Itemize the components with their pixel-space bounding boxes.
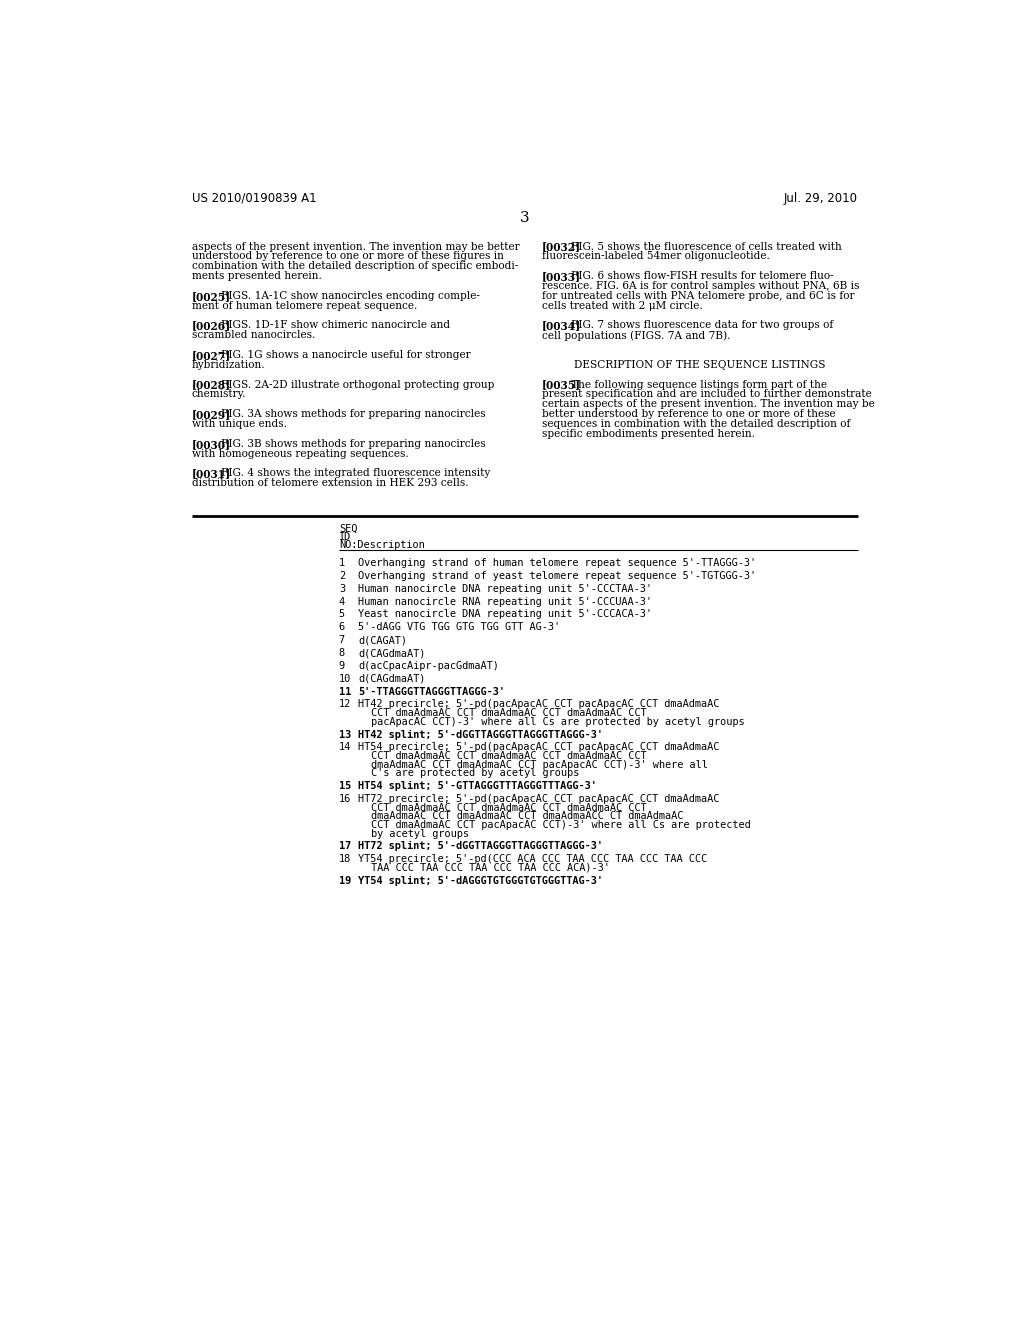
Text: FIG. 3A shows methods for preparing nanocircles: FIG. 3A shows methods for preparing nano… xyxy=(211,409,485,420)
Text: by acetyl groups: by acetyl groups xyxy=(371,829,469,838)
Text: 3: 3 xyxy=(520,211,529,226)
Text: 10: 10 xyxy=(339,673,351,684)
Text: HT42 precircle; 5'-pd(pacApacAC CCT pacApacAC CCT dmaAdmaAC: HT42 precircle; 5'-pd(pacApacAC CCT pacA… xyxy=(358,700,720,709)
Text: Human nanocircle DNA repeating unit 5'-CCCTAA-3': Human nanocircle DNA repeating unit 5'-C… xyxy=(358,583,652,594)
Text: 3: 3 xyxy=(339,583,345,594)
Text: [0026]: [0026] xyxy=(191,321,230,331)
Text: [0029]: [0029] xyxy=(191,409,230,420)
Text: Jul. 29, 2010: Jul. 29, 2010 xyxy=(784,191,858,205)
Text: present specification and are included to further demonstrate: present specification and are included t… xyxy=(542,389,871,400)
Text: 17: 17 xyxy=(339,841,351,851)
Text: FIG. 3B shows methods for preparing nanocircles: FIG. 3B shows methods for preparing nano… xyxy=(211,438,485,449)
Text: with unique ends.: with unique ends. xyxy=(191,418,287,429)
Text: US 2010/0190839 A1: US 2010/0190839 A1 xyxy=(191,191,316,205)
Text: distribution of telomere extension in HEK 293 cells.: distribution of telomere extension in HE… xyxy=(191,478,468,488)
Text: [0027]: [0027] xyxy=(191,350,230,360)
Text: with homogeneous repeating sequences.: with homogeneous repeating sequences. xyxy=(191,449,409,458)
Text: for untreated cells with PNA telomere probe, and 6C is for: for untreated cells with PNA telomere pr… xyxy=(542,290,854,301)
Text: chemistry.: chemistry. xyxy=(191,389,246,400)
Text: fluorescein-labeled 54mer oligonucleotide.: fluorescein-labeled 54mer oligonucleotid… xyxy=(542,251,770,261)
Text: 12: 12 xyxy=(339,700,351,709)
Text: d(CAGdmaAT): d(CAGdmaAT) xyxy=(358,673,426,684)
Text: sequences in combination with the detailed description of: sequences in combination with the detail… xyxy=(542,418,850,429)
Text: 8: 8 xyxy=(339,648,345,659)
Text: specific embodiments presented herein.: specific embodiments presented herein. xyxy=(542,429,755,438)
Text: FIGS. 2A-2D illustrate orthogonal protecting group: FIGS. 2A-2D illustrate orthogonal protec… xyxy=(211,380,494,389)
Text: better understood by reference to one or more of these: better understood by reference to one or… xyxy=(542,409,836,420)
Text: scrambled nanocircles.: scrambled nanocircles. xyxy=(191,330,315,341)
Text: 15: 15 xyxy=(339,781,351,791)
Text: 5: 5 xyxy=(339,610,345,619)
Text: dmaAdmaAC CCT dmaAdmaAC CCT pacApacAC CCT)-3' where all: dmaAdmaAC CCT dmaAdmaAC CCT pacApacAC CC… xyxy=(371,760,708,770)
Text: [0025]: [0025] xyxy=(191,290,230,302)
Text: HT72 precircle; 5'-pd(pacApacAC CCT pacApacAC CCT dmaAdmaAC: HT72 precircle; 5'-pd(pacApacAC CCT pacA… xyxy=(358,795,720,804)
Text: C's are protected by acetyl groups: C's are protected by acetyl groups xyxy=(371,768,579,779)
Text: CCT dmaAdmaAC CCT pacApacAC CCT)-3' where all Cs are protected: CCT dmaAdmaAC CCT pacApacAC CCT)-3' wher… xyxy=(371,820,751,830)
Text: Overhanging strand of yeast telomere repeat sequence 5'-TGTGGG-3': Overhanging strand of yeast telomere rep… xyxy=(358,570,757,581)
Text: 11: 11 xyxy=(339,686,351,697)
Text: 14: 14 xyxy=(339,742,351,752)
Text: d(CAGAT): d(CAGAT) xyxy=(358,635,408,645)
Text: FIG. 7 shows fluorescence data for two groups of: FIG. 7 shows fluorescence data for two g… xyxy=(561,321,834,330)
Text: HT42 splint; 5'-dGGTTAGGGTTAGGGTTAGGG-3': HT42 splint; 5'-dGGTTAGGGTTAGGGTTAGGG-3' xyxy=(358,730,603,739)
Text: CCT dmaAdmaAC CCT dmaAdmaAC CCT dmaAdmaAC CCT: CCT dmaAdmaAC CCT dmaAdmaAC CCT dmaAdmaA… xyxy=(371,708,646,718)
Text: combination with the detailed description of specific embodi-: combination with the detailed descriptio… xyxy=(191,261,518,272)
Text: [0034]: [0034] xyxy=(542,321,581,331)
Text: 1: 1 xyxy=(339,558,345,568)
Text: 2: 2 xyxy=(339,570,345,581)
Text: [0032]: [0032] xyxy=(542,242,581,252)
Text: hybridization.: hybridization. xyxy=(191,360,265,370)
Text: 4: 4 xyxy=(339,597,345,607)
Text: YT54 precircle; 5'-pd(CCC ACA CCC TAA CCC TAA CCC TAA CCC: YT54 precircle; 5'-pd(CCC ACA CCC TAA CC… xyxy=(358,854,708,865)
Text: d(CAGdmaAT): d(CAGdmaAT) xyxy=(358,648,426,659)
Text: NO:Description: NO:Description xyxy=(339,540,425,550)
Text: CCT dmaAdmaAC CCT dmaAdmaAC CCT dmaAdmaAC CCT: CCT dmaAdmaAC CCT dmaAdmaAC CCT dmaAdmaA… xyxy=(371,751,646,762)
Text: [0030]: [0030] xyxy=(191,438,230,450)
Text: ments presented herein.: ments presented herein. xyxy=(191,271,322,281)
Text: FIG. 6 shows flow-FISH results for telomere fluo-: FIG. 6 shows flow-FISH results for telom… xyxy=(561,271,834,281)
Text: Overhanging strand of human telomere repeat sequence 5'-TTAGGG-3': Overhanging strand of human telomere rep… xyxy=(358,558,757,568)
Text: HT72 splint; 5'-dGGTTAGGGTTAGGGTTAGGG-3': HT72 splint; 5'-dGGTTAGGGTTAGGGTTAGGG-3' xyxy=(358,841,603,851)
Text: 5'-TTAGGGTTAGGGTTAGGG-3': 5'-TTAGGGTTAGGGTTAGGG-3' xyxy=(358,686,505,697)
Text: FIGS. 1D-1F show chimeric nanocircle and: FIGS. 1D-1F show chimeric nanocircle and xyxy=(211,321,450,330)
Text: 7: 7 xyxy=(339,635,345,645)
Text: YT54 splint; 5'-dAGGGTGTGGGTGTGGGTTAG-3': YT54 splint; 5'-dAGGGTGTGGGTGTGGGTTAG-3' xyxy=(358,875,603,886)
Text: [0028]: [0028] xyxy=(191,380,230,391)
Text: FIG. 1G shows a nanocircle useful for stronger: FIG. 1G shows a nanocircle useful for st… xyxy=(211,350,470,360)
Text: understood by reference to one or more of these figures in: understood by reference to one or more o… xyxy=(191,251,504,261)
Text: 9: 9 xyxy=(339,661,345,671)
Text: aspects of the present invention. The invention may be better: aspects of the present invention. The in… xyxy=(191,242,519,252)
Text: d(acCpacAipr-pacGdmaAT): d(acCpacAipr-pacGdmaAT) xyxy=(358,661,499,671)
Text: CCT dmaAdmaAC CCT dmaAdmaAC CCT dmaAdmaAC CCT: CCT dmaAdmaAC CCT dmaAdmaAC CCT dmaAdmaA… xyxy=(371,803,646,813)
Text: Yeast nanocircle DNA repeating unit 5'-CCCACA-3': Yeast nanocircle DNA repeating unit 5'-C… xyxy=(358,610,652,619)
Text: certain aspects of the present invention. The invention may be: certain aspects of the present invention… xyxy=(542,399,874,409)
Text: cells treated with 2 μM circle.: cells treated with 2 μM circle. xyxy=(542,301,702,310)
Text: [0031]: [0031] xyxy=(191,469,230,479)
Text: pacApacAC CCT)-3' where all Cs are protected by acetyl groups: pacApacAC CCT)-3' where all Cs are prote… xyxy=(371,717,744,727)
Text: HT54 splint; 5'-GTTAGGGTTTAGGGTTTAGG-3': HT54 splint; 5'-GTTAGGGTTTAGGGTTTAGG-3' xyxy=(358,781,597,791)
Text: The following sequence listings form part of the: The following sequence listings form par… xyxy=(561,380,827,389)
Text: [0033]: [0033] xyxy=(542,271,581,282)
Text: 5'-dAGG VTG TGG GTG TGG GTT AG-3': 5'-dAGG VTG TGG GTG TGG GTT AG-3' xyxy=(358,622,560,632)
Text: FIGS. 1A-1C show nanocircles encoding comple-: FIGS. 1A-1C show nanocircles encoding co… xyxy=(211,290,479,301)
Text: FIG. 4 shows the integrated fluorescence intensity: FIG. 4 shows the integrated fluorescence… xyxy=(211,469,489,478)
Text: Human nanocircle RNA repeating unit 5'-CCCUAA-3': Human nanocircle RNA repeating unit 5'-C… xyxy=(358,597,652,607)
Text: 13: 13 xyxy=(339,730,351,739)
Text: ment of human telomere repeat sequence.: ment of human telomere repeat sequence. xyxy=(191,301,417,310)
Text: 16: 16 xyxy=(339,795,351,804)
Text: DESCRIPTION OF THE SEQUENCE LISTINGS: DESCRIPTION OF THE SEQUENCE LISTINGS xyxy=(574,360,825,370)
Text: ID: ID xyxy=(339,532,351,541)
Text: cell populations (FIGS. 7A and 7B).: cell populations (FIGS. 7A and 7B). xyxy=(542,330,730,341)
Text: [0035]: [0035] xyxy=(542,380,581,391)
Text: rescence. FIG. 6A is for control samples without PNA, 6B is: rescence. FIG. 6A is for control samples… xyxy=(542,281,859,290)
Text: 19: 19 xyxy=(339,875,351,886)
Text: TAA CCC TAA CCC TAA CCC TAA CCC ACA)-3': TAA CCC TAA CCC TAA CCC TAA CCC ACA)-3' xyxy=(371,863,609,873)
Text: SEQ: SEQ xyxy=(339,524,357,533)
Text: FIG. 5 shows the fluorescence of cells treated with: FIG. 5 shows the fluorescence of cells t… xyxy=(561,242,842,252)
Text: 18: 18 xyxy=(339,854,351,865)
Text: HT54 precircle; 5'-pd(pacApacAC CCT pacApacAC CCT dmaAdmaAC: HT54 precircle; 5'-pd(pacApacAC CCT pacA… xyxy=(358,742,720,752)
Text: 6: 6 xyxy=(339,622,345,632)
Text: dmaAdmaAC CCT dmaAdmaAC CCT dmaAdmaACC CT dmaAdmaAC: dmaAdmaAC CCT dmaAdmaAC CCT dmaAdmaACC C… xyxy=(371,812,683,821)
